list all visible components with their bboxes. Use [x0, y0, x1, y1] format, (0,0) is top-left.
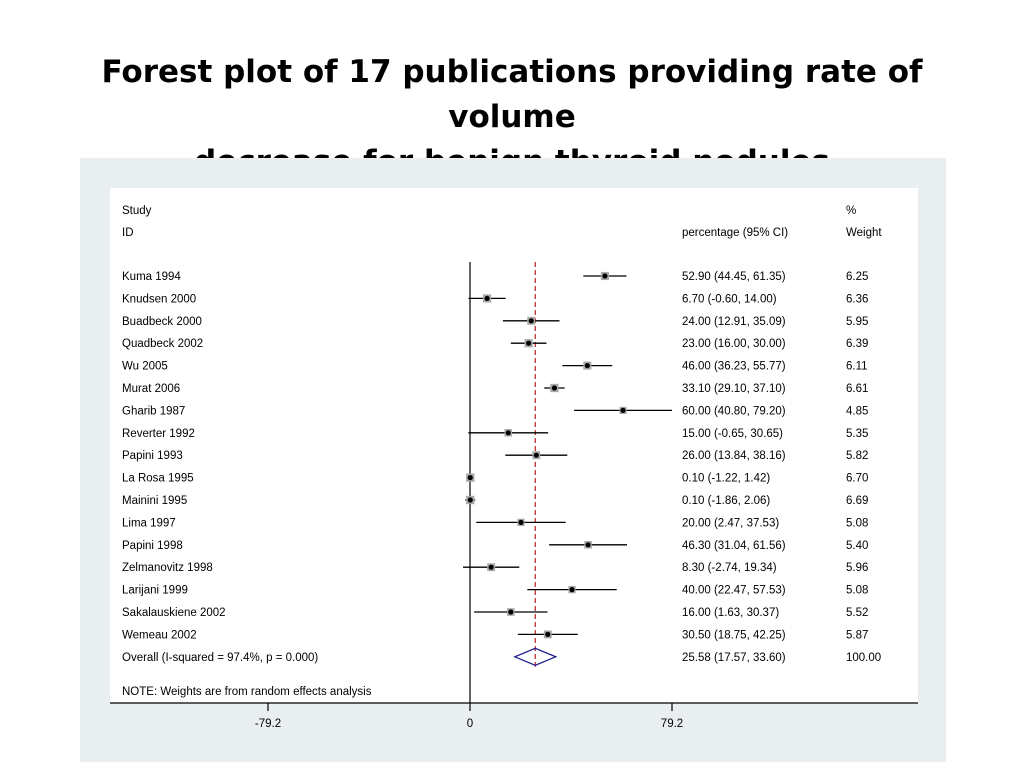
study-label: Larijani 1999 — [122, 585, 188, 597]
header-weight: Weight — [846, 227, 882, 239]
x-tick-label: 0 — [467, 718, 473, 730]
study-weight-text: 6.70 — [846, 473, 868, 485]
study-point — [551, 385, 558, 391]
study-label: Wemeau 2002 — [122, 629, 197, 641]
study-point — [585, 542, 591, 548]
study-label: Murat 2006 — [122, 383, 180, 395]
study-label: Buadbeck 2000 — [122, 316, 202, 328]
study-ci-text: 8.30 (-2.74, 19.34) — [682, 562, 777, 574]
study-weight-text: 5.82 — [846, 450, 868, 462]
study-label: Knudsen 2000 — [122, 293, 196, 305]
header-weight-percent: % — [846, 205, 856, 217]
overall-ci-text: 25.58 (17.57, 33.60) — [682, 652, 786, 664]
study-label: Gharib 1987 — [122, 405, 185, 417]
study-ci-text: 26.00 (13.84, 38.16) — [682, 450, 786, 462]
study-point — [488, 564, 494, 570]
study-weight-text: 4.85 — [846, 405, 868, 417]
study-ci-text: 23.00 (16.00, 30.00) — [682, 338, 786, 350]
study-ci-text: 30.50 (18.75, 42.25) — [682, 629, 786, 641]
study-weight-text: 5.52 — [846, 607, 868, 619]
study-weight-text: 5.95 — [846, 316, 868, 328]
study-point — [533, 452, 539, 458]
study-ci-text: 20.00 (2.47, 37.53) — [682, 517, 779, 529]
study-ci-text: 24.00 (12.91, 35.09) — [682, 316, 786, 328]
study-point — [602, 273, 608, 279]
slide-title-line1: Forest plot of 17 publications providing… — [101, 54, 923, 135]
study-label: Quadbeck 2002 — [122, 338, 203, 350]
study-ci-text: 6.70 (-0.60, 14.00) — [682, 293, 777, 305]
study-point — [584, 363, 590, 369]
study-weight-text: 6.25 — [846, 271, 868, 283]
study-weight-text: 6.61 — [846, 383, 868, 395]
study-point — [484, 295, 490, 301]
header-id: ID — [122, 227, 134, 239]
study-point — [620, 407, 626, 413]
study-weight-text: 5.35 — [846, 428, 868, 440]
study-ci-text: 16.00 (1.63, 30.37) — [682, 607, 779, 619]
study-label: Mainini 1995 — [122, 495, 187, 507]
study-label: Papini 1993 — [122, 450, 183, 462]
study-point — [526, 340, 532, 346]
study-label: Zelmanovitz 1998 — [122, 562, 213, 574]
study-point — [508, 609, 514, 615]
study-ci-text: 0.10 (-1.86, 2.06) — [682, 495, 770, 507]
study-weight-text: 5.96 — [846, 562, 868, 574]
overall-label: Overall (I-squared = 97.4%, p = 0.000) — [122, 652, 318, 664]
study-weight-text: 5.08 — [846, 585, 868, 597]
overall-weight-text: 100.00 — [846, 652, 881, 664]
header-ci: percentage (95% CI) — [682, 227, 788, 239]
study-ci-text: 33.10 (29.10, 37.10) — [682, 383, 786, 395]
study-weight-text: 5.08 — [846, 517, 868, 529]
study-ci-text: 40.00 (22.47, 57.53) — [682, 585, 786, 597]
study-ci-text: 46.30 (31.04, 61.56) — [682, 540, 786, 552]
study-label: Kuma 1994 — [122, 271, 181, 283]
header-study: Study — [122, 205, 152, 217]
study-label: Wu 2005 — [122, 361, 168, 373]
study-ci-text: 60.00 (40.80, 79.20) — [682, 405, 786, 417]
plot-layer: Kuma 1994 52.90 (44.45, 61.35) 6.25 Knudsen… — [110, 262, 918, 730]
study-label: La Rosa 1995 — [122, 473, 194, 485]
study-weight-text: 6.11 — [846, 361, 868, 373]
study-weight-text: 6.36 — [846, 293, 868, 305]
study-weight-text: 6.39 — [846, 338, 868, 350]
x-tick-label: -79.2 — [255, 718, 281, 730]
study-point — [467, 475, 473, 481]
study-point — [528, 318, 534, 324]
study-weight-text: 5.40 — [846, 540, 868, 552]
study-label: Lima 1997 — [122, 517, 176, 529]
study-point — [505, 430, 511, 436]
study-point — [569, 587, 575, 593]
study-ci-text: 46.00 (36.23, 55.77) — [682, 361, 786, 373]
note-text: NOTE: Weights are from random effects an… — [122, 686, 372, 698]
overall-diamond — [513, 647, 558, 667]
study-label: Reverter 1992 — [122, 428, 195, 440]
study-point — [518, 519, 524, 526]
study-weight-text: 6.69 — [846, 495, 868, 507]
study-weight-text: 5.87 — [846, 629, 868, 641]
study-ci-text: 0.10 (-1.22, 1.42) — [682, 473, 770, 485]
study-ci-text: 15.00 (-0.65, 30.65) — [682, 428, 783, 440]
study-ci-text: 52.90 (44.45, 61.35) — [682, 271, 786, 283]
study-label: Papini 1998 — [122, 540, 183, 552]
study-point — [467, 497, 473, 503]
study-point — [545, 631, 551, 638]
plot-panel — [110, 188, 918, 703]
study-label: Sakalauskiene 2002 — [122, 607, 226, 619]
x-tick-label: 79.2 — [661, 718, 683, 730]
